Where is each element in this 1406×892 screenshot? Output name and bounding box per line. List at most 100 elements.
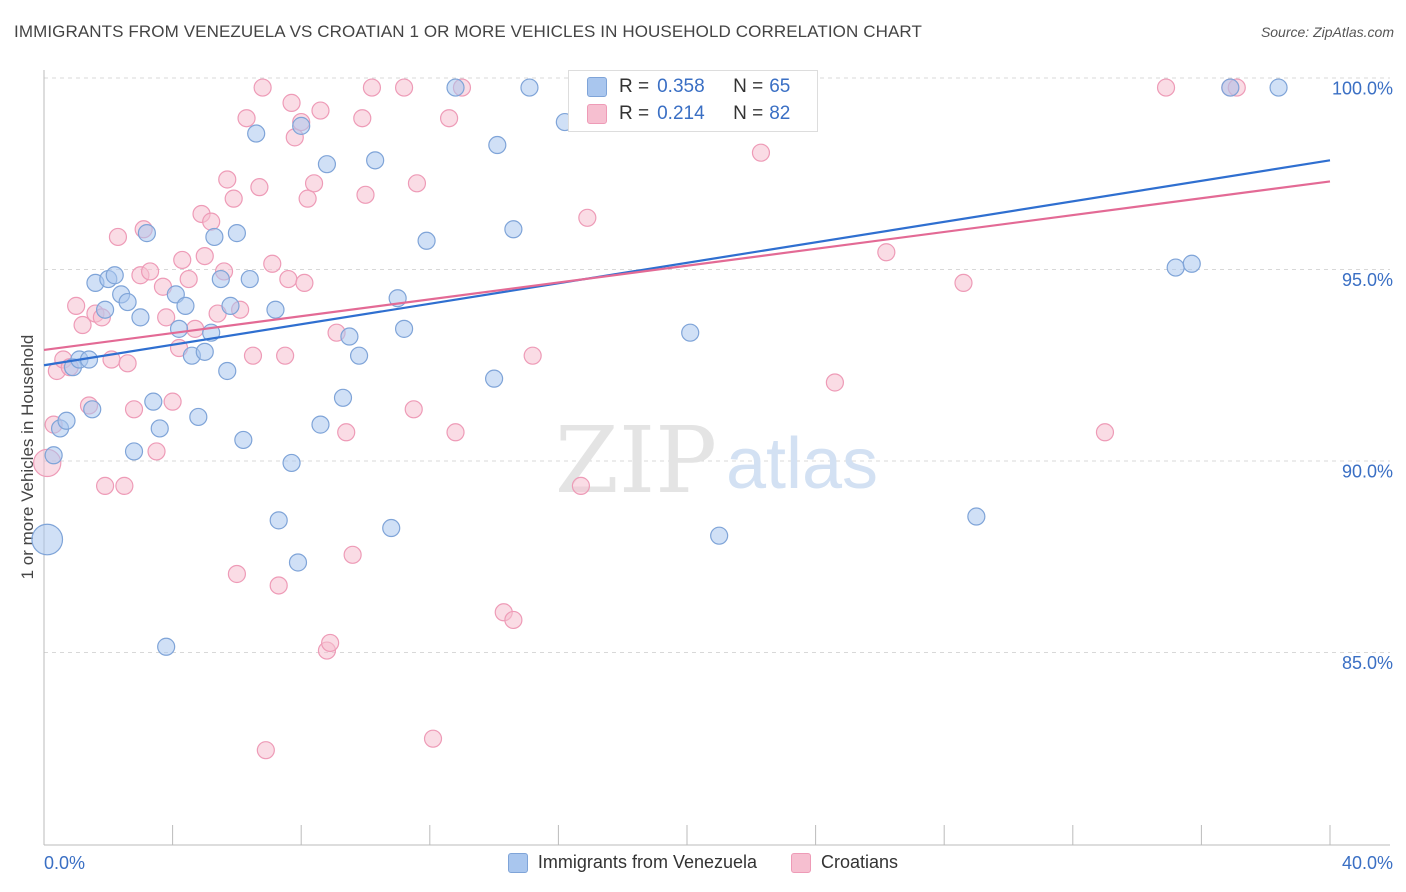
point-croatian xyxy=(877,243,896,262)
point-croatian xyxy=(202,212,221,231)
y-tick-label: 85.0% xyxy=(1342,653,1393,673)
legend-n-value: 65 xyxy=(769,76,791,97)
legend-n-label: N = xyxy=(733,103,764,124)
point-venezuela xyxy=(157,637,176,656)
y-tick-label: 95.0% xyxy=(1342,270,1393,290)
point-croatian xyxy=(954,273,973,293)
point-croatian xyxy=(446,423,465,442)
trend-line-venezuela xyxy=(43,159,1331,367)
x-tick-label: 0.0% xyxy=(44,853,85,873)
point-croatian xyxy=(1156,78,1176,97)
legend-item-croatians[interactable]: Croatians xyxy=(791,852,898,873)
point-croatian xyxy=(279,269,298,289)
point-venezuela xyxy=(520,78,539,97)
legend-label-croatians: Croatians xyxy=(821,852,899,872)
point-croatian xyxy=(282,93,301,112)
x-tick-label: 40.0% xyxy=(1342,853,1393,873)
point-venezuela xyxy=(221,296,240,315)
point-croatian xyxy=(115,476,134,495)
point-venezuela xyxy=(710,526,729,545)
legend-row-venezuela: R = 0.358 N = 65 xyxy=(587,74,790,100)
point-croatian xyxy=(73,315,92,335)
y-tick-label: 90.0% xyxy=(1342,462,1393,482)
legend-item-venezuela[interactable]: Immigrants from Venezuela xyxy=(507,852,757,873)
point-croatian xyxy=(179,269,198,289)
stats-legend: R = 0.358 N = 65 R = 0.214 N = 82 xyxy=(568,70,818,132)
point-venezuela xyxy=(234,430,253,450)
point-croatian xyxy=(523,346,542,365)
point-venezuela xyxy=(205,227,224,247)
point-croatian xyxy=(195,246,214,266)
point-croatian xyxy=(504,610,523,630)
point-croatian xyxy=(253,78,272,97)
point-venezuela xyxy=(211,269,230,289)
point-croatian xyxy=(227,564,246,584)
point-croatian xyxy=(337,423,356,442)
point-croatian xyxy=(356,185,375,204)
y-tick-label: 100.0% xyxy=(1332,79,1393,99)
legend-n-value: 82 xyxy=(769,103,791,124)
legend-swatch-pink xyxy=(791,852,812,873)
point-venezuela xyxy=(1269,78,1288,97)
watermark-zip: ZIP xyxy=(555,407,717,514)
point-venezuela xyxy=(131,308,150,327)
point-venezuela xyxy=(118,292,137,312)
point-croatian xyxy=(263,254,282,273)
point-venezuela xyxy=(105,266,124,285)
point-venezuela xyxy=(83,400,102,419)
trend-lines xyxy=(43,159,1331,367)
point-croatian xyxy=(298,189,317,208)
point-venezuela xyxy=(340,327,359,346)
point-venezuela xyxy=(317,155,337,174)
point-venezuela xyxy=(144,392,163,411)
point-croatian xyxy=(218,170,237,189)
point-croatian xyxy=(343,545,362,564)
legend-r-value: 0.214 xyxy=(657,103,705,124)
point-croatian xyxy=(295,273,314,293)
legend-n-label: N = xyxy=(733,76,764,97)
point-venezuela xyxy=(176,296,195,315)
point-venezuela xyxy=(504,220,523,239)
legend-swatch-blue xyxy=(507,852,528,873)
point-croatian xyxy=(250,178,269,197)
point-croatian xyxy=(124,400,144,419)
point-venezuela xyxy=(137,224,156,243)
point-croatian xyxy=(67,296,86,315)
series-legend: Immigrants from Venezuela Croatians xyxy=(0,852,1406,873)
trend-line-croatian xyxy=(43,180,1331,352)
point-venezuela xyxy=(488,135,507,155)
point-croatian xyxy=(118,354,137,373)
point-croatian xyxy=(269,576,288,595)
point-croatian xyxy=(140,262,160,281)
watermark: ZIP atlas xyxy=(555,407,878,514)
point-croatian xyxy=(173,250,192,270)
point-venezuela xyxy=(446,78,465,97)
point-venezuela xyxy=(189,407,208,427)
point-venezuela xyxy=(1221,78,1240,97)
point-croatian xyxy=(825,373,844,392)
point-croatian xyxy=(394,78,414,97)
point-venezuela xyxy=(282,453,301,473)
point-venezuela xyxy=(266,300,285,319)
point-venezuela xyxy=(1166,258,1185,277)
point-croatian xyxy=(147,442,166,461)
point-venezuela xyxy=(169,319,189,338)
point-venezuela xyxy=(311,415,330,434)
point-venezuela xyxy=(333,388,353,407)
point-venezuela xyxy=(124,442,144,461)
point-croatian xyxy=(256,741,275,760)
point-venezuela xyxy=(288,553,308,572)
point-venezuela xyxy=(150,419,169,438)
point-croatian xyxy=(304,174,324,193)
point-venezuela xyxy=(417,231,436,250)
point-venezuela xyxy=(44,446,63,465)
point-venezuela xyxy=(394,319,414,338)
legend-row-croatians: R = 0.214 N = 82 xyxy=(587,101,790,127)
legend-r-value: 0.358 xyxy=(657,76,705,97)
chart-title: IMMIGRANTS FROM VENEZUELA VS CROATIAN 1 … xyxy=(14,22,922,41)
point-venezuela xyxy=(57,411,76,430)
point-venezuela xyxy=(292,116,311,135)
point-venezuela xyxy=(240,269,259,289)
point-venezuela xyxy=(1182,254,1201,273)
legend-r-label: R = xyxy=(619,76,650,97)
